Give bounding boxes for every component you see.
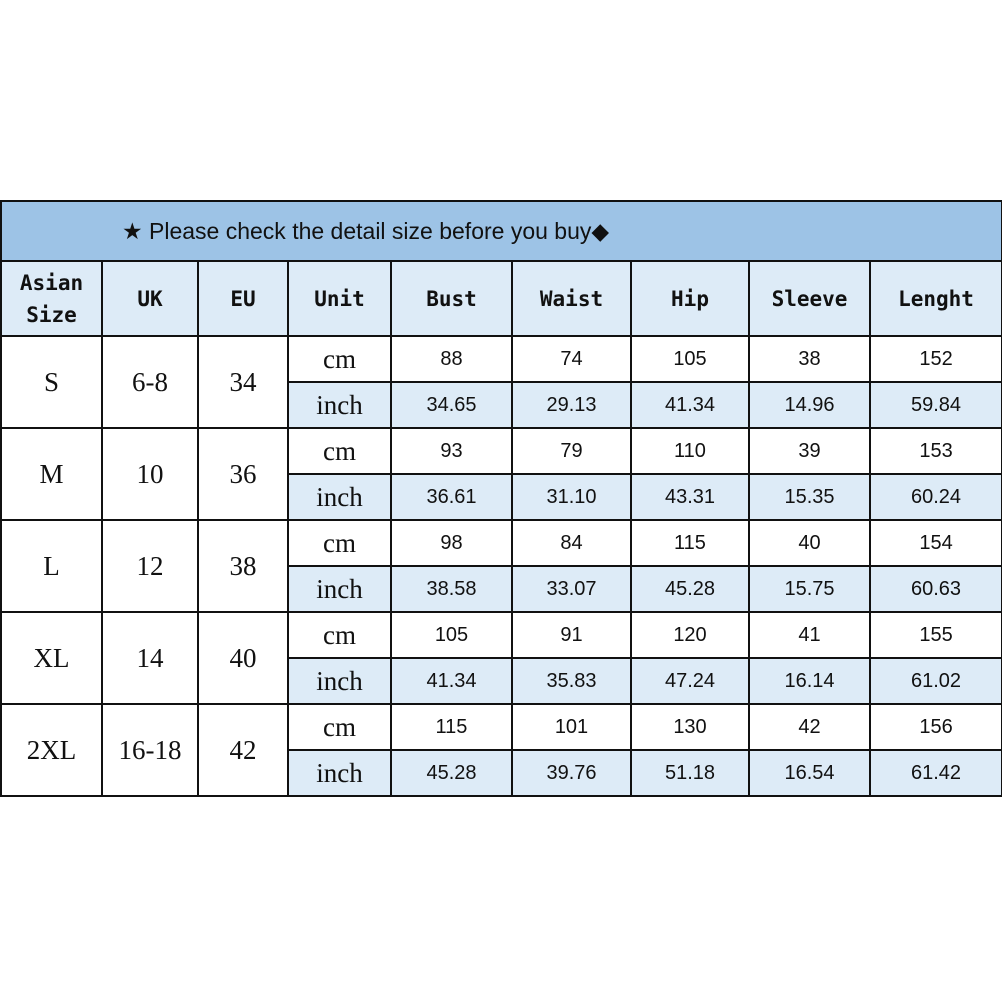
value-cell: 40 — [748, 519, 871, 567]
value-cell: 42 — [748, 703, 871, 751]
value-cell: 98 — [390, 519, 513, 567]
header-bust: Bust — [390, 260, 513, 337]
header-length: Lenght — [868, 260, 1002, 337]
unit-cell: inch — [287, 381, 392, 429]
header-unit: Unit — [287, 260, 392, 337]
unit-cell: cm — [287, 519, 392, 567]
value-cell: 29.13 — [511, 381, 632, 429]
value-cell: 88 — [390, 335, 513, 383]
value-cell: 101 — [511, 703, 632, 751]
value-cell: 61.42 — [868, 749, 1002, 797]
value-cell: 45.28 — [630, 565, 750, 613]
value-cell: 153 — [868, 427, 1002, 475]
eu-size-cell: 36 — [197, 427, 289, 521]
table-row: S 6-8 34 cm 88 74 105 38 152 — [0, 335, 1002, 429]
value-cell: 51.18 — [630, 749, 750, 797]
value-cell: 39.76 — [511, 749, 632, 797]
size-chart-table: ★ Please check the detail size before yo… — [0, 200, 1002, 797]
value-cell: 14.96 — [748, 381, 871, 429]
header-waist: Waist — [511, 260, 632, 337]
table-row: inch 45.28 39.76 51.18 16.54 61.42 — [1, 749, 1002, 797]
value-cell: 33.07 — [511, 565, 632, 613]
asian-size-cell: M — [0, 427, 103, 521]
value-cell: 35.83 — [511, 657, 632, 705]
value-cell: 39 — [748, 427, 871, 475]
table-title: ★ Please check the detail size before yo… — [0, 200, 1002, 262]
unit-cell: cm — [287, 335, 392, 383]
value-cell: 41 — [748, 611, 871, 659]
asian-size-cell: XL — [0, 611, 103, 705]
unit-cell: cm — [287, 611, 392, 659]
value-cell: 84 — [511, 519, 632, 567]
eu-size-cell: 40 — [197, 611, 289, 705]
value-cell: 110 — [630, 427, 750, 475]
value-cell: 130 — [630, 703, 750, 751]
value-cell: 34.65 — [390, 381, 513, 429]
unit-cell: cm — [287, 703, 392, 751]
value-cell: 16.54 — [748, 749, 871, 797]
value-cell: 154 — [868, 519, 1002, 567]
value-cell: 15.75 — [748, 565, 871, 613]
header-uk: UK — [101, 260, 199, 337]
eu-size-cell: 42 — [197, 703, 289, 797]
value-cell: 115 — [390, 703, 513, 751]
value-cell: 45.28 — [390, 749, 513, 797]
table-row: inch 36.61 31.10 43.31 15.35 60.24 — [1, 473, 1002, 521]
unit-cell: inch — [287, 657, 392, 705]
value-cell: 61.02 — [868, 657, 1002, 705]
table-row: M 10 36 cm 93 79 110 39 153 — [0, 427, 1002, 521]
value-cell: 115 — [630, 519, 750, 567]
asian-size-cell: 2XL — [0, 703, 103, 797]
value-cell: 41.34 — [390, 657, 513, 705]
value-cell: 155 — [868, 611, 1002, 659]
table-row: inch 38.58 33.07 45.28 15.75 60.63 — [1, 565, 1002, 613]
unit-cell: inch — [287, 565, 392, 613]
unit-cell: inch — [287, 749, 392, 797]
table-row: inch 34.65 29.13 41.34 14.96 59.84 — [1, 381, 1002, 429]
table-row: 2XL 16-18 42 cm 115 101 130 42 156 — [0, 703, 1002, 797]
eu-size-cell: 34 — [197, 335, 289, 429]
value-cell: 91 — [511, 611, 632, 659]
header-hip: Hip — [630, 260, 750, 337]
eu-size-cell: 38 — [197, 519, 289, 613]
value-cell: 41.34 — [630, 381, 750, 429]
uk-size-cell: 16-18 — [101, 703, 199, 797]
header-asian-size: Asian Size — [0, 260, 103, 337]
value-cell: 47.24 — [630, 657, 750, 705]
unit-cell: cm — [287, 427, 392, 475]
value-cell: 156 — [868, 703, 1002, 751]
value-cell: 60.24 — [868, 473, 1002, 521]
value-cell: 60.63 — [868, 565, 1002, 613]
value-cell: 120 — [630, 611, 750, 659]
value-cell: 31.10 — [511, 473, 632, 521]
table-row: XL 14 40 cm 105 91 120 41 155 — [0, 611, 1002, 705]
value-cell: 59.84 — [868, 381, 1002, 429]
value-cell: 105 — [390, 611, 513, 659]
uk-size-cell: 10 — [101, 427, 199, 521]
value-cell: 93 — [390, 427, 513, 475]
asian-size-cell: S — [0, 335, 103, 429]
value-cell: 105 — [630, 335, 750, 383]
uk-size-cell: 12 — [101, 519, 199, 613]
value-cell: 79 — [511, 427, 632, 475]
table-row: inch 41.34 35.83 47.24 16.14 61.02 — [1, 657, 1002, 705]
value-cell: 43.31 — [630, 473, 750, 521]
value-cell: 15.35 — [748, 473, 871, 521]
header-eu: EU — [197, 260, 289, 337]
uk-size-cell: 6-8 — [101, 335, 199, 429]
value-cell: 38.58 — [390, 565, 513, 613]
value-cell: 38 — [748, 335, 871, 383]
value-cell: 74 — [511, 335, 632, 383]
unit-cell: inch — [287, 473, 392, 521]
value-cell: 16.14 — [748, 657, 871, 705]
table-row: L 12 38 cm 98 84 115 40 154 — [0, 519, 1002, 613]
asian-size-cell: L — [0, 519, 103, 613]
value-cell: 36.61 — [390, 473, 513, 521]
uk-size-cell: 14 — [101, 611, 199, 705]
value-cell: 152 — [868, 335, 1002, 383]
header-sleeve: Sleeve — [748, 260, 871, 337]
